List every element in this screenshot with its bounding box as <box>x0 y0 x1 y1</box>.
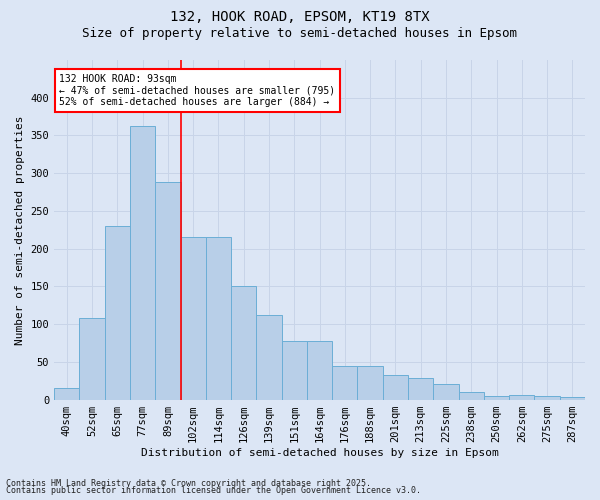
Bar <box>458 392 484 400</box>
X-axis label: Distribution of semi-detached houses by size in Epsom: Distribution of semi-detached houses by … <box>141 448 499 458</box>
Bar <box>181 238 206 400</box>
Text: Size of property relative to semi-detached houses in Epsom: Size of property relative to semi-detach… <box>83 28 517 40</box>
Bar <box>408 378 433 400</box>
Y-axis label: Number of semi-detached properties: Number of semi-detached properties <box>15 115 25 344</box>
Bar <box>433 384 458 400</box>
Bar <box>509 395 535 400</box>
Bar <box>155 182 181 400</box>
Text: Contains public sector information licensed under the Open Government Licence v3: Contains public sector information licen… <box>6 486 421 495</box>
Bar <box>79 318 105 400</box>
Bar <box>105 226 130 400</box>
Text: 132, HOOK ROAD, EPSOM, KT19 8TX: 132, HOOK ROAD, EPSOM, KT19 8TX <box>170 10 430 24</box>
Bar <box>484 396 509 400</box>
Text: 132 HOOK ROAD: 93sqm
← 47% of semi-detached houses are smaller (795)
52% of semi: 132 HOOK ROAD: 93sqm ← 47% of semi-detac… <box>59 74 335 107</box>
Bar <box>307 340 332 400</box>
Bar <box>560 398 585 400</box>
Bar <box>54 388 79 400</box>
Bar <box>281 340 307 400</box>
Bar <box>206 238 231 400</box>
Bar <box>130 126 155 400</box>
Bar <box>332 366 358 400</box>
Text: Contains HM Land Registry data © Crown copyright and database right 2025.: Contains HM Land Registry data © Crown c… <box>6 478 371 488</box>
Bar <box>256 315 281 400</box>
Bar <box>535 396 560 400</box>
Bar <box>231 286 256 400</box>
Bar <box>358 366 383 400</box>
Bar <box>383 374 408 400</box>
